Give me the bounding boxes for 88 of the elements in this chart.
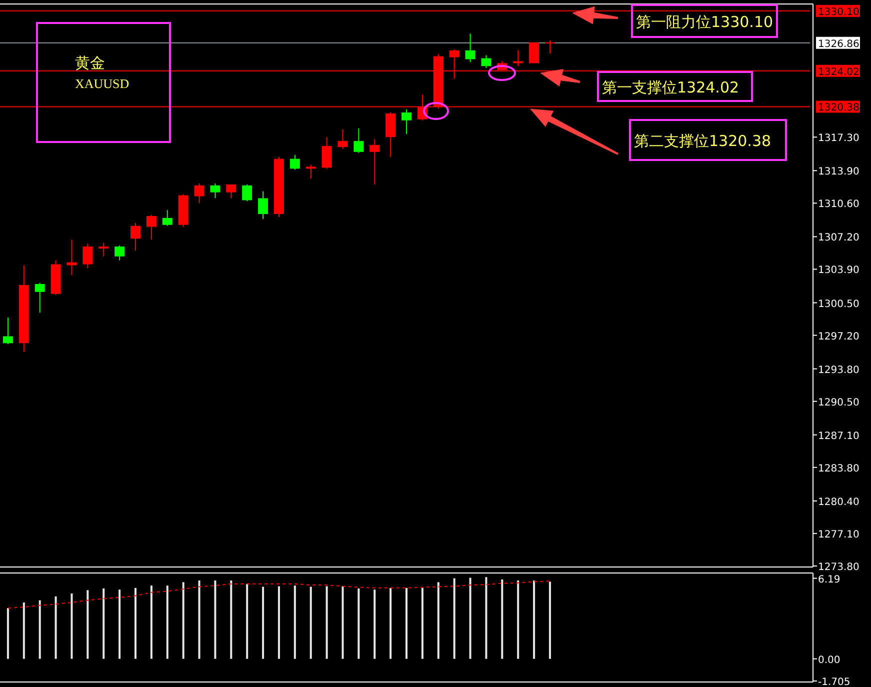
- y-tick-label: 6.19: [818, 574, 840, 586]
- candlestick: [82, 243, 93, 269]
- candlestick: [370, 138, 380, 185]
- annotation: 第一支撑位1324.02: [602, 78, 740, 96]
- y-tick-label: 1310.60: [818, 199, 860, 210]
- candlestick: [210, 182, 220, 199]
- y-tick-label: 1277.10: [818, 529, 860, 540]
- bar: [485, 577, 488, 659]
- y-tick-label: 1303.90: [818, 265, 860, 276]
- bar: [278, 586, 280, 659]
- bar: [166, 586, 168, 659]
- y-tick-label: 1280.40: [818, 496, 860, 508]
- candlestick: [465, 33, 476, 63]
- candlestick: [242, 184, 252, 202]
- bar: [358, 588, 360, 659]
- bar: [453, 578, 456, 659]
- bar: [134, 588, 136, 659]
- candlestick: [162, 210, 172, 226]
- candlestick: [354, 128, 364, 154]
- candlestick: [258, 190, 268, 220]
- y-tick-label: 0.00: [818, 654, 840, 666]
- text: XAUUSD: [75, 76, 130, 91]
- y-tick-label: 1273.80: [818, 562, 860, 573]
- ref-line-label: 1330.10: [818, 6, 860, 18]
- candlestick: [306, 164, 316, 180]
- annotation: 第一阻力位1330.10: [636, 13, 774, 31]
- y-tick-label: 1307.20: [818, 232, 860, 244]
- y-tick-label: 1300.50: [818, 298, 860, 310]
- y-tick-label: 1317.30: [818, 133, 860, 144]
- bar: [548, 582, 551, 659]
- candlestick: [2, 317, 13, 345]
- candlestick: [226, 184, 236, 199]
- ref-line-label: 1324.02: [818, 66, 860, 78]
- bar: [102, 588, 105, 659]
- bar: [310, 586, 312, 659]
- bar: [501, 579, 504, 659]
- ref-line-label: 1320.38: [818, 102, 860, 114]
- candlestick: [513, 50, 524, 67]
- bar: [262, 586, 264, 659]
- y-tick-label: 1297.20: [818, 331, 860, 342]
- bar: [214, 580, 216, 659]
- candlestick: [338, 128, 348, 150]
- bar: [517, 580, 520, 659]
- y-tick-label: 1293.80: [818, 364, 860, 376]
- candlestick: [402, 109, 412, 135]
- bar: [469, 578, 472, 659]
- bar: [533, 580, 536, 659]
- bar: [406, 588, 408, 659]
- bar: [38, 600, 41, 659]
- y-tick-label: 1287.10: [818, 430, 860, 442]
- candlestick: [544, 40, 555, 54]
- bar: [230, 580, 232, 659]
- bar: [390, 588, 392, 659]
- bar: [246, 584, 248, 659]
- bar: [6, 608, 9, 659]
- candlestick: [146, 214, 156, 240]
- bar: [22, 602, 25, 659]
- candlestick: [98, 242, 109, 257]
- ref-line-label: 1326.86: [818, 38, 860, 50]
- bar: [421, 588, 424, 659]
- candlestick: [386, 112, 396, 158]
- candlestick: [114, 245, 125, 261]
- candlestick: [481, 54, 492, 69]
- candlestick: [66, 239, 77, 276]
- candlestick: [194, 182, 204, 204]
- bar: [294, 586, 296, 659]
- bar: [198, 580, 200, 659]
- candlestick: [290, 154, 300, 170]
- candlestick: [322, 136, 332, 170]
- candlestick: [34, 282, 45, 314]
- bar: [118, 590, 121, 659]
- bar: [86, 590, 89, 659]
- bar: [150, 586, 152, 659]
- line-series: [7, 580, 550, 609]
- bar: [342, 586, 344, 659]
- text: 黄金: [75, 54, 105, 72]
- bar: [54, 596, 57, 659]
- y-tick-label: -1.705: [818, 677, 850, 687]
- bar: [374, 590, 376, 659]
- bar: [326, 586, 328, 659]
- bar: [182, 582, 184, 659]
- bar: [437, 582, 440, 659]
- bar: [70, 594, 73, 659]
- candlestick: [130, 222, 140, 251]
- y-tick-label: 1283.80: [818, 463, 860, 474]
- y-tick-label: 1290.50: [818, 397, 860, 408]
- y-tick-label: 1313.90: [818, 166, 860, 178]
- annotation: 第二支撑位1320.38: [634, 132, 772, 150]
